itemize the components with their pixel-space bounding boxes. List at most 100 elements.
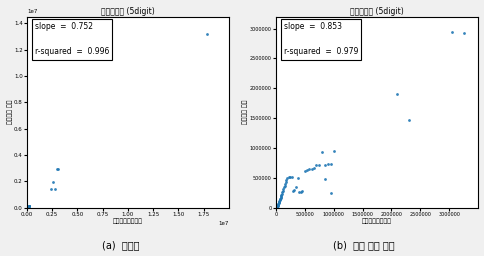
Point (272, 205, 280, 209)
Point (293, 176, 301, 180)
Point (275, 198, 283, 202)
Point (23, 206, 31, 210)
Point (282, 178, 289, 182)
Point (312, 163, 319, 167)
Point (272, 204, 280, 208)
Point (290, 188, 298, 193)
Point (272, 205, 280, 209)
Point (25, 204, 32, 208)
Point (275, 199, 283, 203)
Point (295, 190, 302, 194)
Point (329, 149, 337, 153)
Point (278, 189, 286, 193)
Point (281, 180, 289, 184)
Point (25, 205, 32, 209)
Point (292, 185, 300, 189)
Point (404, 118, 412, 122)
X-axis label: 연구개발활동조사: 연구개발활동조사 (113, 218, 143, 224)
Point (273, 204, 281, 208)
Point (274, 200, 282, 204)
Point (302, 168, 310, 172)
Point (24, 205, 31, 209)
Point (51, 187, 59, 191)
Point (202, 32, 210, 36)
Text: (b)  상위 부분 제외: (b) 상위 부분 제외 (332, 240, 394, 250)
Point (24, 205, 31, 209)
Point (272, 205, 280, 209)
Point (24, 205, 31, 209)
Point (315, 163, 322, 167)
Point (272, 205, 280, 209)
Title: 연구개발비 (5digit): 연구개발비 (5digit) (101, 7, 154, 16)
Point (277, 193, 285, 197)
Point (24, 205, 32, 209)
Point (25, 204, 33, 208)
Point (273, 202, 281, 206)
Point (307, 167, 315, 171)
Point (287, 175, 295, 179)
Point (284, 175, 292, 179)
Point (272, 205, 280, 209)
Point (298, 189, 306, 193)
Point (280, 185, 287, 189)
Point (24, 205, 31, 209)
Point (323, 162, 331, 166)
Y-axis label: 재무제표 기준: 재무제표 기준 (242, 100, 248, 124)
Point (277, 194, 285, 198)
Point (23, 206, 31, 210)
Point (272, 205, 280, 209)
Point (278, 190, 286, 195)
Point (24, 205, 31, 209)
Point (53, 167, 61, 172)
Point (273, 204, 281, 208)
Text: (a)  소산업: (a) 소산업 (102, 240, 140, 250)
Point (309, 166, 317, 170)
Point (47, 187, 55, 191)
Point (276, 196, 284, 200)
Point (274, 201, 282, 206)
Title: 연구개발비 (5digit): 연구개발비 (5digit) (349, 7, 403, 16)
Point (326, 191, 334, 195)
Point (277, 192, 285, 196)
Point (24, 205, 32, 209)
Point (447, 30, 455, 34)
Point (276, 195, 284, 199)
Point (286, 175, 294, 179)
Point (24, 205, 32, 209)
Point (326, 162, 334, 166)
Point (318, 150, 325, 154)
Point (274, 200, 282, 204)
Point (289, 189, 297, 193)
Point (275, 197, 283, 201)
X-axis label: 연구개발활동조사: 연구개발활동조사 (361, 218, 391, 224)
Point (24, 205, 32, 209)
Point (272, 206, 279, 210)
Point (24, 205, 31, 209)
Text: slope  =  0.752

r-squared  =  0.996: slope = 0.752 r-squared = 0.996 (35, 23, 109, 57)
Point (305, 167, 313, 172)
Point (23, 206, 31, 210)
Point (276, 197, 284, 201)
Point (280, 184, 288, 188)
Y-axis label: 재무제표 기준: 재무제표 기준 (7, 100, 13, 124)
Point (24, 205, 32, 209)
Point (320, 163, 328, 167)
Point (24, 205, 31, 209)
Point (300, 169, 308, 173)
Point (24, 205, 31, 209)
Point (49, 180, 57, 184)
Point (283, 176, 291, 180)
Point (273, 203, 281, 207)
Point (24, 205, 31, 209)
Point (26, 204, 33, 208)
Point (25, 204, 33, 208)
Point (296, 189, 304, 194)
Point (23, 206, 31, 210)
Point (273, 203, 281, 207)
Point (320, 177, 328, 181)
Point (281, 182, 288, 186)
Point (274, 201, 282, 205)
Point (459, 31, 467, 36)
Point (54, 167, 62, 172)
Point (25, 205, 32, 209)
